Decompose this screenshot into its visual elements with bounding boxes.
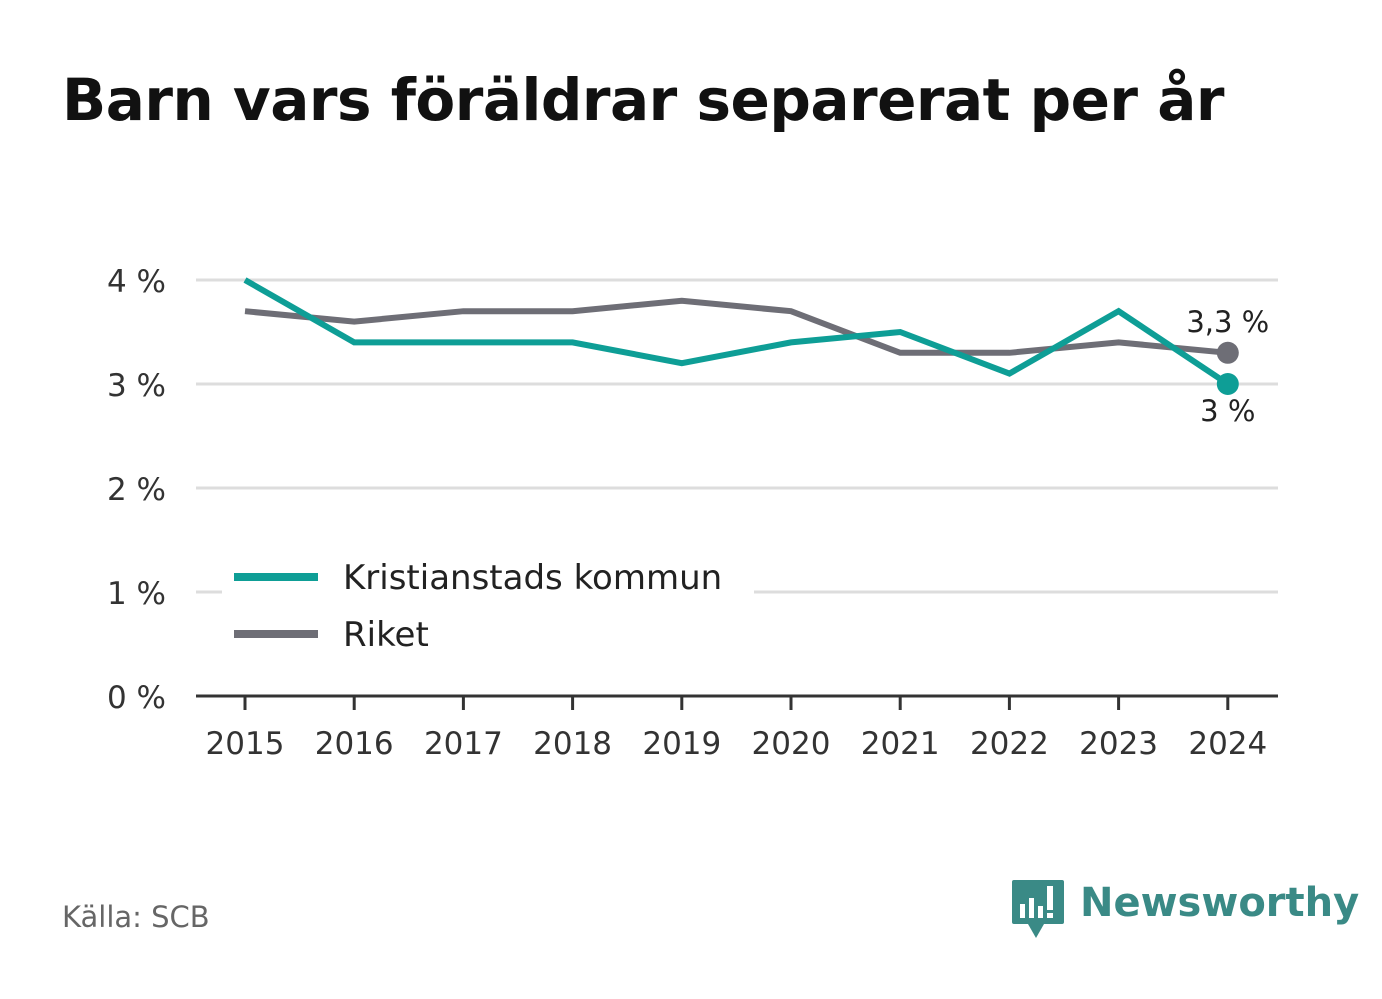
end-point-marker bbox=[1216, 341, 1239, 364]
y-tick-label: 2 % bbox=[107, 472, 166, 508]
y-tick-label: 1 % bbox=[107, 576, 166, 612]
newsworthy-logo: Newsworthy bbox=[1010, 878, 1359, 942]
x-tick-label: 2019 bbox=[642, 726, 721, 762]
y-tick-label: 0 % bbox=[107, 680, 166, 716]
x-tick-label: 2023 bbox=[1079, 726, 1158, 762]
bar-chart-speech-bubble-icon bbox=[1012, 880, 1064, 938]
x-tick-label: 2017 bbox=[424, 726, 503, 762]
brand-name: Newsworthy bbox=[1080, 880, 1360, 926]
legend-label: Riket bbox=[343, 615, 429, 655]
x-tick-label: 2016 bbox=[315, 726, 394, 762]
legend-background bbox=[222, 548, 754, 666]
y-tick-label: 4 % bbox=[107, 264, 166, 300]
end-value-label: 3,3 % bbox=[1186, 305, 1269, 339]
x-tick-label: 2024 bbox=[1188, 726, 1267, 762]
series-line bbox=[243, 277, 1230, 387]
y-tick-label: 3 % bbox=[107, 368, 166, 404]
x-tick-label: 2022 bbox=[970, 726, 1049, 762]
end-value-label: 3 % bbox=[1200, 394, 1255, 428]
series-line bbox=[244, 297, 1229, 356]
x-tick-label: 2021 bbox=[861, 726, 940, 762]
end-point-marker bbox=[1216, 373, 1239, 395]
x-tick-label: 2018 bbox=[533, 726, 612, 762]
x-tick-label: 2020 bbox=[752, 726, 831, 762]
chart-title: Barn vars föräldrar separerat per år bbox=[62, 66, 1224, 134]
legend: Kristianstads kommun Riket bbox=[222, 548, 754, 666]
series-lines bbox=[243, 277, 1230, 387]
line-chart: 0 % 1 % 2 % 3 % 4 % 2015 2016 2017 2018 2019 2020… bbox=[107, 264, 1278, 762]
end-markers: 3 % 3,3 % bbox=[1186, 305, 1269, 428]
x-tick-label: 2015 bbox=[206, 726, 285, 762]
gridlines bbox=[196, 278, 1278, 594]
x-axis: 2015 2016 2017 2018 2019 2020 2021 2022 2023 2024 bbox=[196, 694, 1278, 762]
legend-label: Kristianstads kommun bbox=[343, 558, 722, 598]
y-axis-tick-labels: 0 % 1 % 2 % 3 % 4 % bbox=[107, 264, 166, 716]
source-note: Källa: SCB bbox=[62, 900, 210, 934]
